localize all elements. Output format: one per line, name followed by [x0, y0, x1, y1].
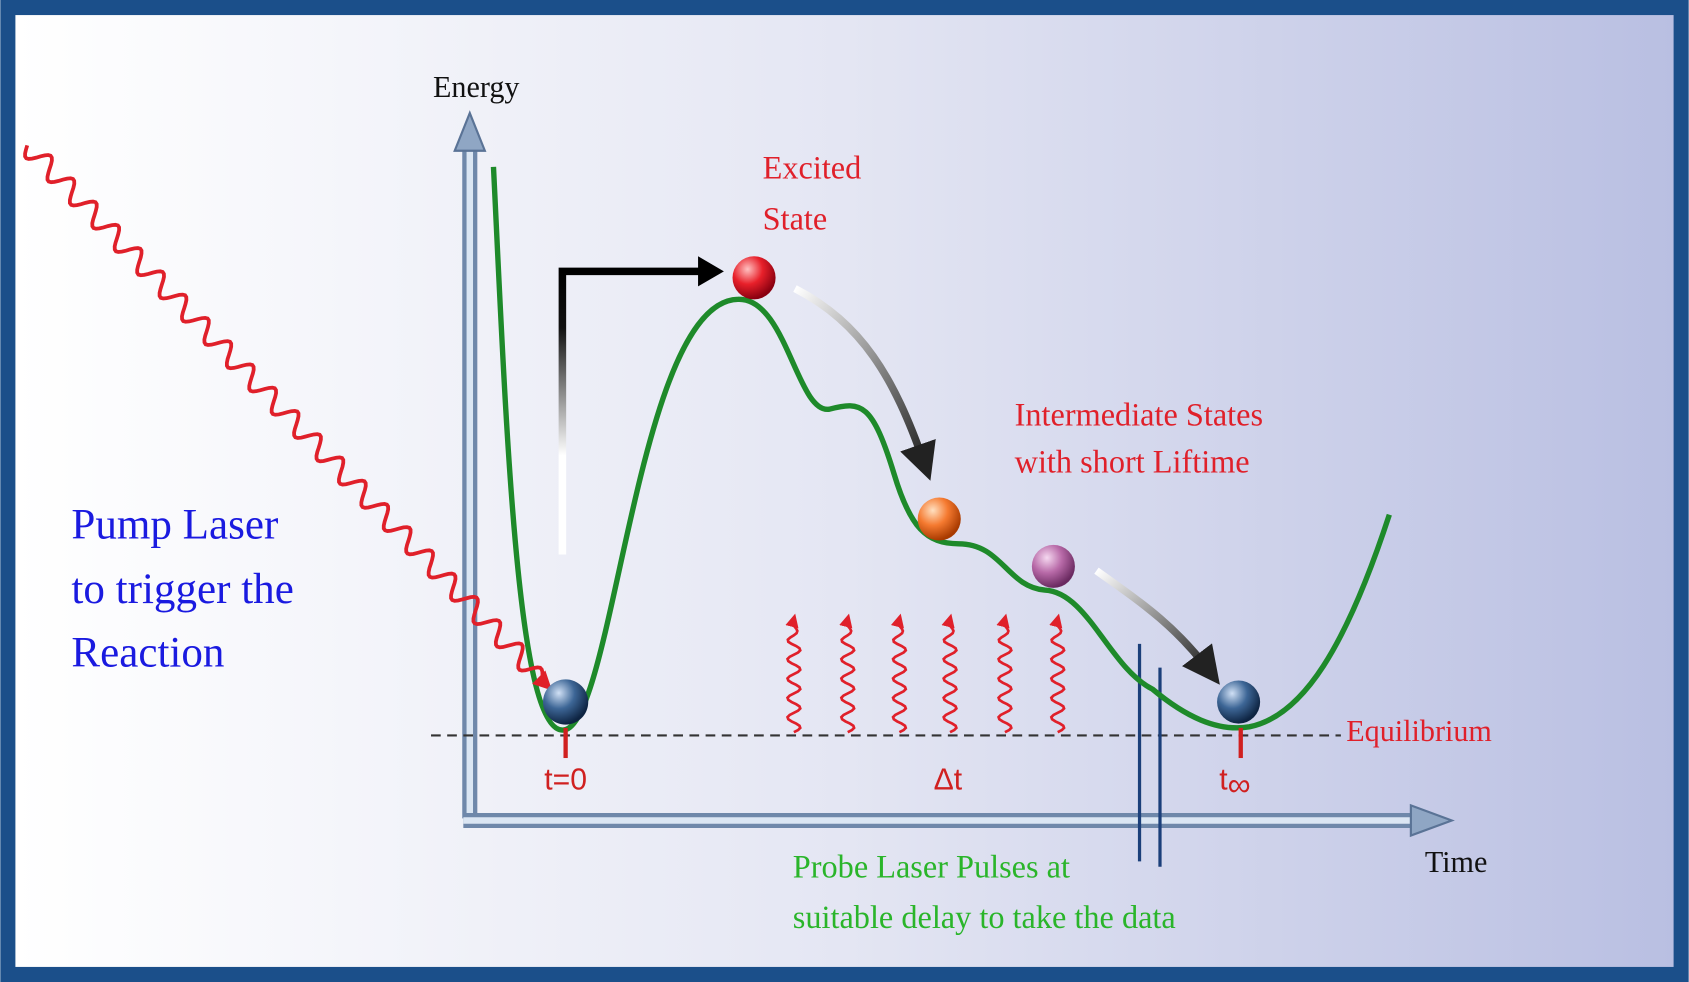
pump-label: Reaction [71, 630, 224, 677]
intermediate-ball [1032, 545, 1075, 588]
intermediate-ball [918, 497, 961, 540]
pump-label: to trigger the [71, 566, 293, 613]
ground-ball [543, 679, 588, 724]
end-marker-sub: ∞ [1228, 767, 1251, 803]
probe-label: suitable delay to take the data [793, 899, 1176, 935]
excited-label: State [763, 200, 828, 236]
excited-label: Excited [763, 150, 862, 186]
delay-marker: Δt [934, 763, 963, 796]
product-ball [1217, 681, 1260, 724]
equilibrium-label: Equilibrium [1346, 714, 1492, 748]
probe-label: Probe Laser Pulses at [793, 849, 1070, 885]
excited-ball [733, 256, 776, 299]
intermediate-label: with short Liftime [1015, 444, 1250, 480]
x-axis-label: Time [1425, 845, 1488, 879]
intermediate-label: Intermediate States [1015, 396, 1263, 432]
start-marker: t=0 [544, 763, 587, 796]
diagram: Energy Time Excited State Intermediate S… [0, 0, 1689, 982]
page: Energy Time Excited State Intermediate S… [0, 0, 1689, 982]
y-axis-label: Energy [433, 70, 519, 104]
pump-label: Pump Laser [71, 501, 278, 548]
